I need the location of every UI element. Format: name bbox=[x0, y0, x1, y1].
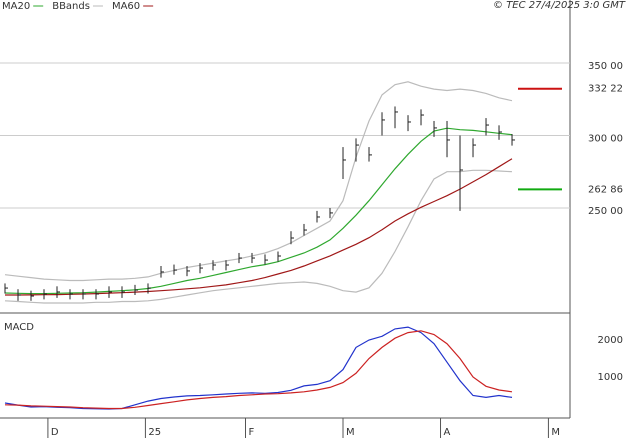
macd-title: MACD bbox=[4, 322, 34, 333]
overlay-line bbox=[5, 158, 513, 296]
axis-area bbox=[570, 0, 627, 440]
macd-line bbox=[4, 326, 513, 410]
x-tick-label: M bbox=[551, 427, 560, 438]
y-tick-label: 250 00 bbox=[588, 206, 623, 217]
y2-tick-label: 1000 bbox=[598, 372, 623, 383]
y-tick-label: 350 00 bbox=[588, 61, 623, 72]
y-tick-label: 300 00 bbox=[588, 133, 623, 144]
y2-tick-label: 2000 bbox=[598, 335, 623, 346]
x-tick-label: M bbox=[346, 427, 355, 438]
macd-line bbox=[4, 330, 513, 410]
credit: © TEC 27/4/2025 3:0 GMT bbox=[493, 0, 626, 11]
legend-label: MA20 bbox=[2, 1, 30, 12]
overlay-line bbox=[4, 127, 513, 295]
x-tick-label: D bbox=[51, 427, 59, 438]
legend-label: BBands bbox=[52, 1, 90, 12]
x-tick-label: A bbox=[444, 427, 451, 438]
overlay-line bbox=[4, 81, 513, 282]
x-tick-label: F bbox=[249, 427, 255, 438]
legend-label: MA60 bbox=[112, 1, 140, 12]
x-tick-label: 25 bbox=[148, 427, 161, 438]
level-label: 332 22 bbox=[588, 84, 623, 95]
level-label: 262 86 bbox=[588, 184, 623, 195]
overlay-line bbox=[4, 169, 513, 304]
